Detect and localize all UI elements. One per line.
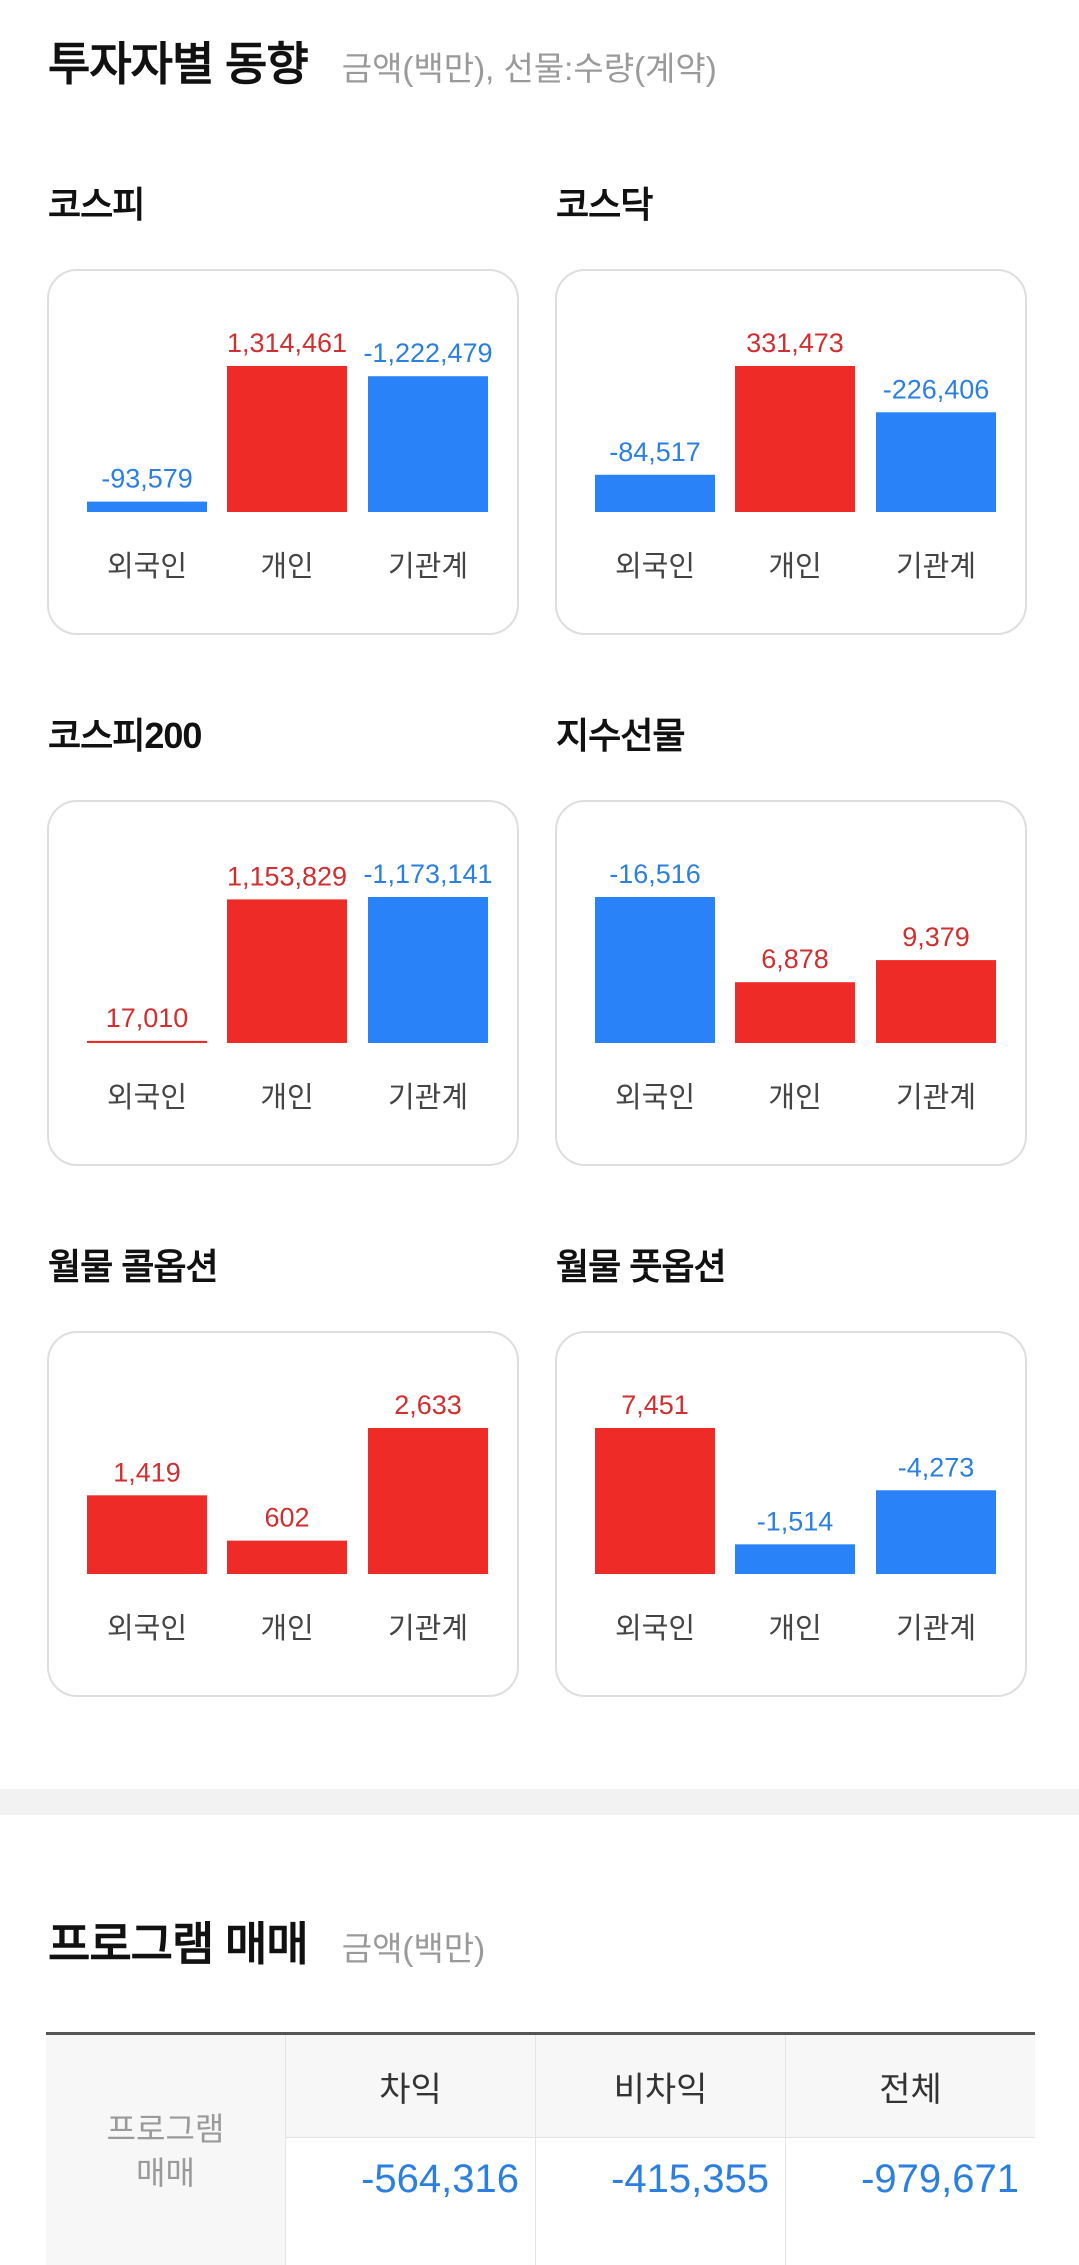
category-label-2: 기관계 [388, 551, 468, 583]
chart-title-index-futures: 지수선물 [556, 715, 685, 756]
chart-card-kosdaq: -84,517 외국인 331,473 개인 -226,406 기관계 [555, 269, 1027, 635]
category-label-2: 기관계 [896, 551, 976, 583]
bar-0 [87, 501, 207, 512]
category-label-0: 외국인 [107, 551, 187, 583]
chart-card-kospi: -93,579 외국인 1,314,461 개인 -1,222,479 기관계 [47, 269, 519, 635]
category-label-1: 개인 [768, 551, 821, 583]
section-subtitle: 금액(백만), 선물:수량(계약) [341, 50, 717, 87]
value-label-0: -93,579 [101, 464, 193, 494]
category-label-0: 외국인 [615, 551, 695, 583]
chart-card-put-options: 7,451 외국인 -1,514 개인 -4,273 기관계 [555, 1331, 1027, 1697]
value-label-2: 9,379 [902, 922, 970, 952]
program-trading-subtitle: 금액(백만) [341, 1930, 486, 1967]
value-label-2: -226,406 [883, 374, 990, 404]
bar-0 [595, 1428, 715, 1574]
bar-1 [227, 899, 347, 1043]
category-label-1: 개인 [260, 1082, 313, 1114]
bar-2 [876, 960, 996, 1043]
bar-0 [87, 1040, 207, 1043]
bar-2 [368, 897, 488, 1043]
bar-1 [735, 982, 855, 1043]
category-label-2: 기관계 [388, 1082, 468, 1114]
value-label-2: -1,222,479 [363, 338, 492, 368]
bar-1 [735, 366, 855, 512]
chart-title-kosdaq: 코스닥 [556, 184, 653, 225]
chart-kospi: -93,579 외국인 1,314,461 개인 -1,222,479 기관계 [87, 328, 493, 583]
chart-put-options: 7,451 외국인 -1,514 개인 -4,273 기관계 [595, 1390, 996, 1645]
value-label-0: -16,516 [609, 859, 701, 889]
value-label-0: -84,517 [609, 437, 701, 467]
program-trading-title: 프로그램 매매 [48, 1918, 309, 1970]
chart-card-call-options: 1,419 외국인 602 개인 2,633 기관계 [47, 1331, 519, 1697]
category-label-1: 개인 [768, 1613, 821, 1645]
value-label-0: 1,419 [113, 1457, 181, 1487]
category-label-2: 기관계 [896, 1613, 976, 1645]
value-label-1: 331,473 [746, 328, 844, 358]
category-label-0: 외국인 [615, 1082, 695, 1114]
column-total: 전체 [879, 2070, 942, 2109]
value-non-arbitrage: -415,355 [536, 2137, 786, 2265]
bar-1 [227, 366, 347, 512]
value-label-0: 7,451 [621, 1390, 689, 1420]
value-arbitrage: -564,316 [286, 2137, 536, 2265]
chart-card-index-futures: -16,516 외국인 6,878 개인 9,379 기관계 [555, 800, 1027, 1166]
category-label-0: 외국인 [615, 1613, 695, 1645]
chart-call-options: 1,419 외국인 602 개인 2,633 기관계 [87, 1390, 488, 1645]
value-total: -979,671 [861, 2157, 1019, 2201]
bar-2 [368, 1428, 488, 1574]
category-label-0: 외국인 [107, 1082, 187, 1114]
value-label-2: -1,173,141 [363, 859, 492, 889]
chart-card-kospi200: 17,010 외국인 1,153,829 개인 -1,173,141 기관계 [47, 800, 519, 1166]
program-trading-table: 프로그램 매매 차익 비차익 전체 -564,316 -415,355 -979… [46, 2032, 1035, 2265]
bar-1 [735, 1544, 855, 1574]
column-non-arbitrage: 비차익 [536, 2035, 786, 2137]
program-row-header: 프로그램 매매 [46, 2035, 286, 2265]
value-label-1: 6,878 [761, 944, 829, 974]
bar-0 [595, 474, 715, 512]
program-row-header-line2: 매매 [136, 2155, 195, 2191]
chart-kospi200: 17,010 외국인 1,153,829 개인 -1,173,141 기관계 [87, 859, 493, 1114]
bar-0 [87, 1495, 207, 1574]
chart-title-kospi: 코스피 [48, 184, 145, 225]
chart-index-futures: -16,516 외국인 6,878 개인 9,379 기관계 [595, 859, 996, 1114]
bar-2 [368, 376, 488, 512]
value-label-1: 1,314,461 [227, 328, 347, 358]
chart-title-call-options: 월물 콜옵션 [48, 1246, 219, 1287]
program-values-row: -564,316 -415,355 -979,671 [286, 2137, 1035, 2265]
category-label-1: 개인 [768, 1082, 821, 1114]
value-label-2: 2,633 [394, 1390, 462, 1420]
category-label-0: 외국인 [107, 1613, 187, 1645]
value-label-1: 602 [264, 1503, 309, 1533]
category-label-2: 기관계 [896, 1082, 976, 1114]
bar-2 [876, 412, 996, 512]
investor-trend-header: 투자자별 동향 금액(백만), 선물:수량(계약) [48, 28, 717, 94]
chart-title-put-options: 월물 풋옵션 [556, 1246, 727, 1287]
column-arbitrage: 차익 [286, 2035, 536, 2137]
value-label-1: -1,514 [757, 1506, 834, 1536]
chart-kosdaq: -84,517 외국인 331,473 개인 -226,406 기관계 [595, 328, 996, 583]
program-column-headers: 차익 비차익 전체 [286, 2035, 1035, 2138]
value-label-1: 1,153,829 [227, 861, 347, 891]
program-trading-header: 프로그램 매매 금액(백만) [48, 1908, 485, 1974]
category-label-1: 개인 [260, 1613, 313, 1645]
bar-2 [876, 1490, 996, 1574]
section-divider [0, 1789, 1079, 1815]
program-row-header-line1: 프로그램 [106, 2111, 225, 2147]
section-title: 투자자별 동향 [48, 38, 309, 90]
value-label-2: -4,273 [898, 1452, 975, 1482]
value-label-0: 17,010 [106, 1003, 189, 1033]
category-label-2: 기관계 [388, 1613, 468, 1645]
chart-title-kospi200: 코스피200 [48, 715, 202, 756]
bar-0 [595, 897, 715, 1043]
category-label-1: 개인 [260, 551, 313, 583]
bar-1 [227, 1540, 347, 1574]
